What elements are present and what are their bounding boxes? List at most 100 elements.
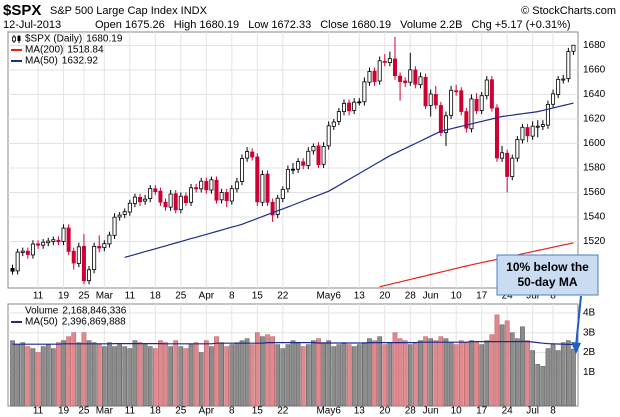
candle-body	[474, 98, 479, 112]
candle-body	[250, 151, 255, 158]
candle-body	[194, 187, 199, 190]
volume-bar	[132, 340, 138, 407]
candle-body	[530, 125, 535, 137]
x-tick-label: 10	[451, 406, 463, 417]
volume-bar	[265, 334, 270, 407]
candle-body	[535, 125, 540, 128]
candle-body	[500, 152, 505, 159]
candle-body	[265, 173, 270, 203]
candle-body	[183, 195, 188, 204]
volume-bar	[443, 338, 449, 407]
quote-field: Close 1680.19	[320, 19, 391, 31]
x-tick-label: 15	[252, 291, 264, 302]
volume-bar	[346, 344, 352, 407]
candle-body	[163, 201, 168, 208]
candle-body	[403, 80, 408, 84]
volume-bar	[351, 346, 357, 407]
x-tick-label: 22	[277, 406, 289, 417]
volume-bar	[61, 340, 66, 407]
volume-bar	[494, 314, 500, 407]
candle-body	[408, 69, 413, 83]
legend-value: 2,168,846,336	[62, 306, 126, 317]
candle-body	[387, 58, 392, 64]
volume-bar	[30, 348, 36, 407]
candle-body	[306, 150, 311, 166]
candle-body	[418, 76, 423, 86]
volume-bar	[198, 352, 204, 407]
candle-body	[132, 196, 137, 204]
candle-body	[464, 111, 469, 129]
x-tick-label: May6	[316, 291, 341, 302]
annotation-text: 50-day MA	[517, 275, 577, 289]
quote-field: Chg +5.17 (+0.31%)	[472, 19, 571, 31]
candle-body	[260, 174, 265, 203]
candle-body	[561, 78, 566, 81]
candle-body	[15, 251, 20, 272]
candle-body	[428, 93, 433, 106]
candle-body	[479, 95, 484, 111]
volume-bar	[147, 346, 153, 407]
y-tick-label: 1680	[583, 40, 606, 51]
volume-bar	[540, 366, 546, 407]
x-tick-label: 17	[476, 291, 488, 302]
volume-bar	[560, 342, 566, 407]
volume-bar	[525, 340, 530, 407]
subtitle: S&P 500 Large Cap Index INDX	[50, 5, 208, 17]
volume-bar	[448, 342, 454, 407]
candle-body	[92, 245, 97, 271]
x-tick-label: Apr	[199, 406, 215, 417]
volume-bar	[520, 326, 525, 407]
candle-body	[443, 115, 448, 133]
volume-bar	[76, 342, 82, 407]
candle-body	[367, 71, 372, 83]
volume-bar	[224, 346, 230, 407]
volume-bar	[305, 344, 311, 407]
candle-body	[71, 250, 76, 264]
candle-body	[36, 243, 41, 246]
candle-body	[30, 243, 35, 256]
volume-bar	[158, 340, 163, 407]
quote-field: High 1680.19	[174, 19, 239, 31]
candle-body	[459, 90, 464, 112]
x-tick-label: 8	[229, 406, 235, 417]
candle-body	[484, 79, 489, 97]
candle-body	[189, 187, 194, 203]
y-tick-label: 1620	[583, 114, 606, 125]
candle-body	[296, 161, 301, 170]
candle-body	[382, 60, 387, 63]
volume-bar	[91, 342, 97, 407]
volume-bar	[367, 338, 372, 407]
volume-bar	[341, 342, 347, 407]
volume-bar	[152, 348, 158, 407]
quote-field: Volume 2.2B	[400, 19, 462, 31]
candle-body	[551, 93, 556, 105]
volume-bar	[275, 344, 281, 407]
volume-bar	[295, 342, 301, 407]
volume-bar	[168, 346, 173, 407]
volume-bar	[10, 340, 15, 407]
volume-bar	[81, 332, 87, 407]
volume-bar	[402, 340, 408, 407]
volume-bar	[25, 346, 31, 407]
candle-body	[275, 197, 280, 215]
volume-bar	[209, 346, 214, 407]
candle-body	[571, 44, 576, 52]
legend-label: MA(200)	[25, 45, 63, 56]
volume-bar	[127, 348, 133, 407]
volume-bar	[249, 344, 255, 407]
x-tick-label: Jul	[526, 406, 539, 417]
x-tick-label: 20	[379, 291, 391, 302]
legend-label: $SPX (Daily)	[25, 34, 82, 45]
date: 12-Jul-2013	[3, 19, 61, 31]
candle-body	[204, 181, 209, 191]
volume-bar	[280, 348, 286, 407]
candle-body	[10, 268, 15, 272]
candle-body	[199, 180, 204, 190]
candle-body	[112, 216, 117, 236]
legend-icon	[12, 36, 16, 42]
x-tick-label: 11	[125, 406, 136, 417]
x-tick-label: 11	[33, 406, 44, 417]
legend-label: MA(50)	[25, 317, 58, 328]
volume-bar	[178, 346, 184, 407]
volume-bar	[112, 346, 117, 407]
